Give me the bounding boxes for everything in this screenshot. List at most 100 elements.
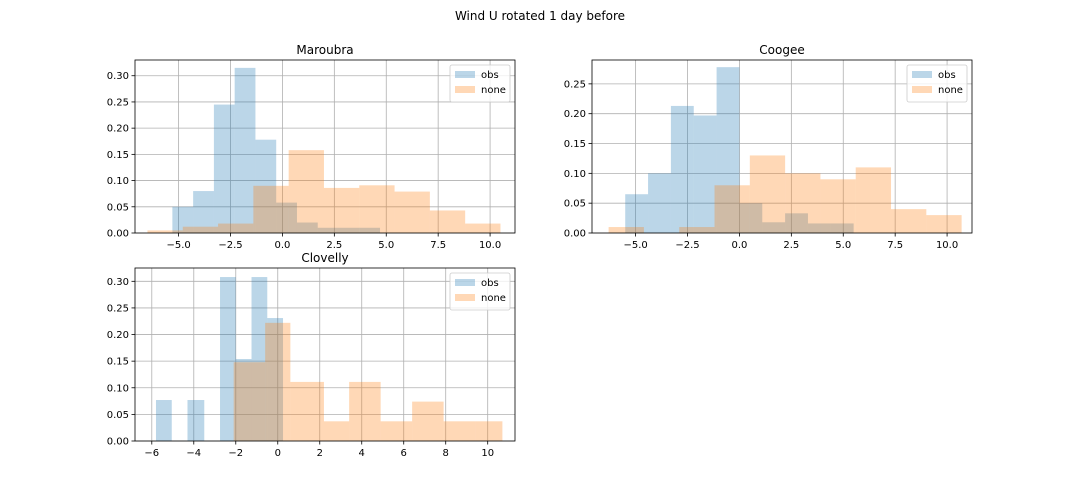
bar-none <box>253 185 289 233</box>
bar-none <box>394 191 430 233</box>
y-tick-label: 0.10 <box>107 383 129 394</box>
y-tick-label: 0.05 <box>564 199 586 210</box>
x-tick-label: 10 <box>481 448 494 459</box>
x-tick-label: 7.5 <box>887 240 903 251</box>
bar-obs <box>296 222 318 233</box>
y-tick-label: 0.00 <box>107 229 129 240</box>
legend-label-none: none <box>481 293 506 304</box>
bar-obs <box>193 191 214 233</box>
legend-swatch-obs <box>912 71 932 78</box>
y-tick-label: 0.20 <box>564 109 586 120</box>
y-tick-label: 0.25 <box>107 303 129 314</box>
subplot-maroubra: −5.0 −2.5 0.0 2.5 5.0 7.5 10.0 0.00 0.05 0.10 0.15… <box>107 43 516 251</box>
x-tick-label: −2.5 <box>675 240 699 251</box>
bar-obs <box>155 400 172 441</box>
y-tick-label: 0.00 <box>107 437 129 448</box>
x-tick-label: 5.0 <box>378 240 394 251</box>
bar-none <box>349 381 381 441</box>
legend-swatch-obs <box>455 279 475 286</box>
bar-obs <box>276 202 297 233</box>
bar-none <box>380 421 413 441</box>
bar-obs <box>220 277 236 441</box>
x-tick-label: −2.5 <box>218 240 242 251</box>
y-tick-label: 0.15 <box>107 357 129 368</box>
bar-obs <box>830 223 854 233</box>
bar-none <box>891 209 927 233</box>
legend-box <box>449 64 511 103</box>
y-tick-label: 0.30 <box>107 71 129 82</box>
bar-none <box>412 401 444 441</box>
bar-none <box>290 381 324 441</box>
bar-obs <box>267 318 284 441</box>
bar-obs <box>338 227 360 233</box>
subplot-coogee: −5.0 −2.5 0.0 2.5 5.0 7.5 10.0 0.00 0.05 0.10 0.15… <box>564 43 973 251</box>
bar-none <box>608 227 644 233</box>
bar-obs <box>213 104 235 233</box>
legend-label-obs: obs <box>481 70 499 81</box>
x-tick-label: 4 <box>359 448 365 459</box>
bar-none <box>218 223 254 233</box>
bar-obs <box>187 400 205 441</box>
figure-title: Wind U rotated 1 day before <box>455 9 625 23</box>
bar-obs <box>234 67 256 233</box>
bar-none <box>714 185 750 233</box>
x-tick-label: 2 <box>317 448 323 459</box>
axes-frame <box>591 59 973 234</box>
y-tick-label: 0.20 <box>107 124 129 135</box>
bar-obs <box>807 223 831 233</box>
bar-none <box>926 215 962 233</box>
bar-obs <box>670 105 694 233</box>
x-tick-label: 0.0 <box>731 240 747 251</box>
bar-none <box>147 230 183 233</box>
x-tick-label: 0.0 <box>274 240 290 251</box>
x-tick-label: −5.0 <box>166 240 190 251</box>
bar-none <box>679 227 715 233</box>
x-tick-label: −5.0 <box>623 240 647 251</box>
x-tick-label: 2.5 <box>326 240 342 251</box>
axes-frame <box>134 267 516 442</box>
subplot-title: Clovelly <box>301 251 348 265</box>
legend-label-obs: obs <box>481 278 499 289</box>
bar-none <box>265 322 291 441</box>
y-tick-label: 0.00 <box>564 229 586 240</box>
bar-obs <box>251 277 268 441</box>
bar-obs <box>625 194 649 233</box>
bar-none <box>359 185 395 233</box>
x-tick-label: 10.0 <box>936 240 958 251</box>
bar-obs <box>235 359 252 441</box>
y-tick-label: 0.25 <box>107 97 129 108</box>
bar-obs <box>359 227 381 233</box>
y-tick-label: 0.25 <box>564 79 586 90</box>
legend-swatch-none <box>912 86 932 93</box>
x-tick-label: 8 <box>443 448 449 459</box>
x-tick-label: 0 <box>275 448 281 459</box>
legend-swatch-none <box>455 86 475 93</box>
bar-none <box>323 187 360 233</box>
x-tick-label: −2 <box>228 448 243 459</box>
bar-obs <box>317 227 339 233</box>
x-tick-label: 6 <box>401 448 407 459</box>
bar-obs <box>785 213 808 233</box>
bar-none <box>323 421 350 441</box>
x-tick-label: 5.0 <box>835 240 851 251</box>
bar-none <box>429 210 466 233</box>
bar-none <box>443 421 476 441</box>
bar-none <box>820 179 856 233</box>
y-tick-label: 0.05 <box>107 202 129 213</box>
bar-obs <box>762 222 786 233</box>
bar-none <box>785 173 821 233</box>
bar-none <box>465 223 501 233</box>
bar-obs <box>693 115 717 233</box>
bar-none <box>288 150 324 233</box>
x-tick-label: −6 <box>144 448 159 459</box>
subplot-title: Coogee <box>759 43 804 57</box>
legend-swatch-none <box>455 294 475 301</box>
legend-label-obs: obs <box>938 70 956 81</box>
x-tick-label: 10.0 <box>479 240 501 251</box>
subplot-clovelly: −6 −4 −2 0 2 4 6 8 10 0.00 0.05 0.10 0.15 0.20 0.25 0.3… <box>107 251 516 459</box>
bar-obs <box>716 67 740 233</box>
bar-none <box>182 226 219 233</box>
y-tick-label: 0.20 <box>107 330 129 341</box>
legend-label-none: none <box>938 85 963 96</box>
